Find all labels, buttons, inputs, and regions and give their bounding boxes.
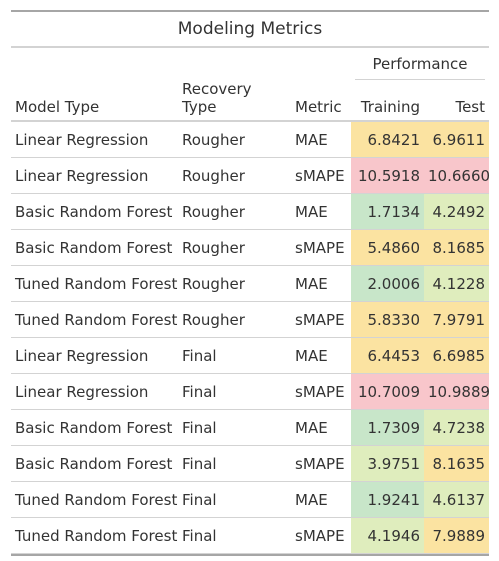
cell-test: 7.9889 [424, 517, 489, 554]
cell-metric: sMAPE [291, 229, 351, 266]
cell-test: 10.9889 [424, 373, 490, 410]
cell-test: 4.6137 [424, 481, 489, 518]
cell-metric: sMAPE [291, 517, 351, 554]
performance-spanner: Performance [351, 48, 489, 80]
cell-training: 6.4453 [351, 337, 424, 374]
cell-model-type: Linear Regression [11, 121, 178, 158]
cell-test: 4.2492 [424, 193, 489, 230]
cell-metric: sMAPE [291, 157, 351, 194]
cell-recovery-type: Rougher [178, 265, 291, 302]
cell-recovery-type: Rougher [178, 229, 291, 266]
table-row: Linear Regression Final MAE 6.4453 6.6985 [11, 337, 489, 374]
cell-test: 8.1685 [424, 229, 489, 266]
table-row: Linear Regression Rougher sMAPE 10.5918 10.6… [11, 157, 490, 194]
cell-recovery-type: Final [178, 373, 291, 410]
cell-training: 5.8330 [351, 301, 424, 338]
column-header-metric: Metric [291, 80, 351, 122]
cell-recovery-type: Final [178, 409, 291, 446]
cell-metric: MAE [291, 337, 351, 374]
cell-recovery-type: Final [178, 445, 291, 482]
bottom-rule [11, 554, 489, 556]
cell-model-type: Tuned Random Forest [11, 481, 178, 518]
cell-recovery-type: Rougher [178, 193, 291, 230]
cell-training: 6.8421 [351, 121, 424, 158]
cell-model-type: Basic Random Forest [11, 445, 178, 482]
cell-training: 3.9751 [351, 445, 424, 482]
cell-recovery-type: Rougher [178, 121, 291, 158]
top-rule [11, 10, 489, 12]
table-row: Basic Random Forest Final MAE 1.7309 4.7238 [11, 409, 489, 446]
cell-recovery-type: Final [178, 481, 291, 518]
column-header-recovery-type: Recovery Type [178, 80, 291, 122]
cell-training: 10.5918 [351, 157, 424, 194]
table-row: Basic Random Forest Rougher MAE 1.7134 4.249… [11, 193, 489, 230]
table-row: Linear Regression Final sMAPE 10.7009 10.988… [11, 373, 490, 410]
cell-training: 4.1946 [351, 517, 424, 554]
spanner-underline [355, 79, 485, 80]
table-body: Linear Regression Rougher MAE 6.8421 6.9611 L… [11, 121, 490, 554]
performance-spanner-label: Performance [372, 55, 468, 73]
cell-model-type: Basic Random Forest [11, 193, 178, 230]
cell-metric: MAE [291, 121, 351, 158]
table-title: Modeling Metrics [11, 12, 489, 48]
cell-training: 2.0006 [351, 265, 424, 302]
column-header-training: Training [351, 80, 424, 122]
table-row: Linear Regression Rougher MAE 6.8421 6.9611 [11, 121, 489, 158]
metrics-table-container: Modeling Metrics Performance Model Type … [11, 10, 490, 556]
cell-test: 8.1635 [424, 445, 489, 482]
cell-metric: sMAPE [291, 301, 351, 338]
column-header-row: Model Type Recovery Type Metric Training… [11, 80, 489, 122]
cell-test: 4.7238 [424, 409, 489, 446]
cell-test: 6.9611 [424, 121, 489, 158]
cell-metric: sMAPE [291, 373, 351, 410]
cell-model-type: Tuned Random Forest [11, 301, 178, 338]
table-row: Basic Random Forest Rougher sMAPE 5.4860 8.1… [11, 229, 489, 266]
table-row: Tuned Random Forest Rougher MAE 2.0006 4.122… [11, 265, 489, 302]
cell-metric: MAE [291, 481, 351, 518]
cell-training: 1.9241 [351, 481, 424, 518]
table-row: Basic Random Forest Final sMAPE 3.9751 8.163… [11, 445, 489, 482]
table-row: Tuned Random Forest Final sMAPE 4.1946 7.988… [11, 517, 489, 554]
column-header-test: Test [424, 80, 489, 122]
cell-model-type: Basic Random Forest [11, 409, 178, 446]
cell-model-type: Linear Regression [11, 337, 178, 374]
table-row: Tuned Random Forest Rougher sMAPE 5.8330 7.9… [11, 301, 489, 338]
cell-metric: sMAPE [291, 445, 351, 482]
cell-test: 10.6660 [424, 157, 490, 194]
cell-metric: MAE [291, 409, 351, 446]
column-header-model-type: Model Type [11, 80, 178, 122]
cell-test: 6.6985 [424, 337, 489, 374]
metrics-table: Performance Model Type Recovery Type Met… [11, 48, 490, 554]
cell-model-type: Linear Regression [11, 157, 178, 194]
cell-model-type: Tuned Random Forest [11, 265, 178, 302]
cell-training: 1.7309 [351, 409, 424, 446]
cell-recovery-type: Final [178, 337, 291, 374]
cell-recovery-type: Rougher [178, 301, 291, 338]
cell-metric: MAE [291, 265, 351, 302]
spanner-row: Performance [11, 48, 489, 80]
cell-model-type: Basic Random Forest [11, 229, 178, 266]
cell-test: 7.9791 [424, 301, 489, 338]
cell-training: 5.4860 [351, 229, 424, 266]
cell-training: 1.7134 [351, 193, 424, 230]
cell-metric: MAE [291, 193, 351, 230]
cell-test: 4.1228 [424, 265, 489, 302]
table-row: Tuned Random Forest Final MAE 1.9241 4.6137 [11, 481, 489, 518]
cell-model-type: Linear Regression [11, 373, 178, 410]
cell-model-type: Tuned Random Forest [11, 517, 178, 554]
cell-training: 10.7009 [351, 373, 424, 410]
cell-recovery-type: Final [178, 517, 291, 554]
cell-recovery-type: Rougher [178, 157, 291, 194]
